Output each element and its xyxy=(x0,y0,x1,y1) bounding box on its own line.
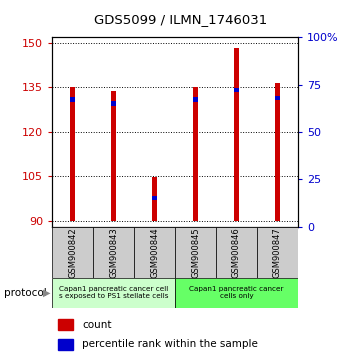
Bar xyxy=(134,227,175,278)
Bar xyxy=(111,101,116,106)
Text: protocol: protocol xyxy=(4,288,46,298)
Bar xyxy=(216,227,257,278)
Bar xyxy=(175,227,216,278)
Bar xyxy=(234,88,239,92)
Bar xyxy=(52,227,93,278)
Text: GSM900842: GSM900842 xyxy=(68,227,77,278)
Text: GSM900846: GSM900846 xyxy=(232,227,241,278)
Text: GSM900844: GSM900844 xyxy=(150,227,159,278)
Text: ▶: ▶ xyxy=(43,288,50,298)
Text: Capan1 pancreatic cancer cell
s exposed to PS1 stellate cells: Capan1 pancreatic cancer cell s exposed … xyxy=(59,286,169,299)
Bar xyxy=(193,97,198,102)
Bar xyxy=(70,97,75,102)
Text: GSM900845: GSM900845 xyxy=(191,227,200,278)
Text: GSM900843: GSM900843 xyxy=(109,227,118,278)
Text: GSM900847: GSM900847 xyxy=(273,227,282,278)
Bar xyxy=(257,227,298,278)
Text: percentile rank within the sample: percentile rank within the sample xyxy=(82,339,258,349)
Bar xyxy=(175,278,298,308)
Bar xyxy=(58,319,73,330)
Bar xyxy=(152,196,157,200)
Bar xyxy=(152,177,157,221)
Bar xyxy=(275,83,280,221)
Text: GDS5099 / ILMN_1746031: GDS5099 / ILMN_1746031 xyxy=(94,13,267,26)
Text: count: count xyxy=(82,320,112,330)
Bar xyxy=(93,227,134,278)
Bar xyxy=(275,96,280,100)
Bar xyxy=(234,47,239,221)
Bar xyxy=(58,338,73,350)
Bar xyxy=(52,278,175,308)
Text: Capan1 pancreatic cancer
cells only: Capan1 pancreatic cancer cells only xyxy=(189,286,284,299)
Bar xyxy=(70,87,75,221)
Bar xyxy=(193,87,198,221)
Bar xyxy=(111,91,116,221)
